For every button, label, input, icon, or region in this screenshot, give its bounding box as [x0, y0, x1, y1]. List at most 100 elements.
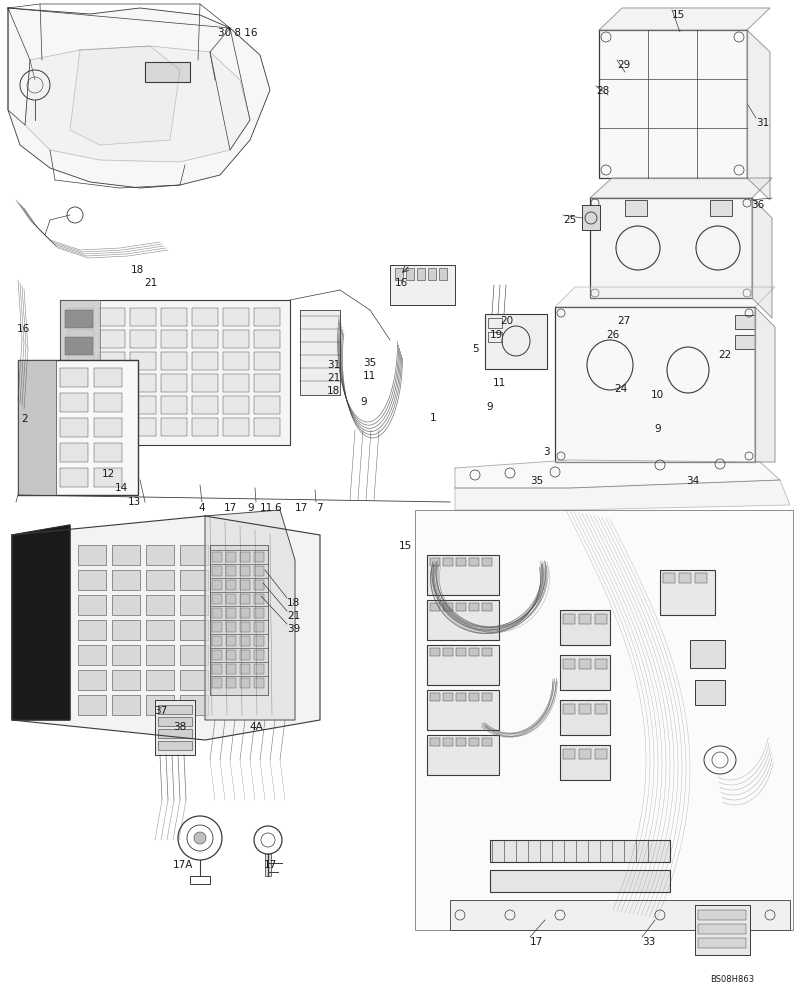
Bar — [427, 645, 499, 685]
Bar — [158, 717, 192, 726]
Bar — [735, 315, 755, 329]
Bar — [254, 566, 264, 576]
Text: 36: 36 — [751, 200, 764, 210]
Text: 4: 4 — [198, 503, 204, 513]
Text: 28: 28 — [596, 86, 609, 96]
Bar — [563, 614, 575, 624]
Bar — [212, 552, 222, 562]
Bar — [240, 566, 250, 576]
Bar — [482, 693, 492, 701]
Text: 39: 39 — [287, 624, 301, 634]
Bar — [130, 330, 156, 348]
Bar — [130, 308, 156, 326]
Text: 25: 25 — [563, 215, 576, 225]
Polygon shape — [205, 510, 295, 720]
Bar — [430, 558, 440, 566]
Bar — [212, 678, 222, 688]
Bar — [560, 610, 610, 645]
Bar — [695, 905, 750, 955]
Bar — [226, 650, 236, 660]
Bar — [698, 910, 746, 920]
Text: 20: 20 — [500, 316, 513, 326]
Text: 19: 19 — [490, 330, 503, 340]
Text: 17: 17 — [224, 503, 238, 513]
Text: 30 8 16: 30 8 16 — [218, 28, 258, 38]
Bar — [226, 636, 236, 646]
Bar — [212, 664, 222, 674]
Text: 16: 16 — [395, 278, 408, 288]
Bar — [99, 374, 125, 392]
Bar — [240, 664, 250, 674]
Bar — [254, 418, 280, 436]
Circle shape — [194, 832, 206, 844]
Bar — [698, 938, 746, 948]
Bar — [180, 620, 208, 640]
Bar — [68, 308, 94, 326]
Bar — [65, 310, 93, 328]
Bar — [254, 678, 264, 688]
Text: 18: 18 — [287, 598, 301, 608]
Bar — [146, 595, 174, 615]
Bar — [180, 645, 208, 665]
Bar — [469, 738, 479, 746]
Bar — [60, 418, 88, 437]
Bar — [226, 552, 236, 562]
Bar — [18, 360, 56, 495]
Bar — [158, 741, 192, 750]
Bar — [60, 300, 290, 445]
Bar — [579, 659, 591, 669]
Text: 35: 35 — [363, 358, 377, 368]
Bar — [430, 603, 440, 611]
Bar — [192, 308, 218, 326]
Bar — [390, 265, 455, 305]
Bar — [145, 62, 190, 82]
Bar — [254, 622, 264, 632]
Bar — [210, 545, 268, 695]
Bar — [161, 330, 187, 348]
Text: BS08H863: BS08H863 — [710, 975, 754, 984]
Bar — [112, 570, 140, 590]
Bar — [595, 614, 607, 624]
Bar — [482, 558, 492, 566]
Bar — [595, 749, 607, 759]
Bar — [430, 648, 440, 656]
Text: 9: 9 — [654, 424, 661, 434]
Bar — [427, 600, 499, 640]
Bar — [254, 594, 264, 604]
Bar — [415, 510, 793, 930]
Text: 3: 3 — [543, 447, 549, 457]
Bar — [254, 552, 264, 562]
Bar — [430, 693, 440, 701]
Bar — [212, 608, 222, 618]
Bar — [99, 308, 125, 326]
Bar — [417, 268, 425, 280]
Bar — [490, 840, 670, 862]
Bar — [469, 603, 479, 611]
Bar — [485, 314, 547, 369]
Bar — [94, 393, 122, 412]
Text: 9: 9 — [486, 402, 493, 412]
Bar — [456, 603, 466, 611]
Bar — [161, 418, 187, 436]
Bar — [65, 418, 93, 436]
Text: 15: 15 — [399, 541, 412, 551]
Bar — [190, 876, 210, 884]
Bar — [488, 332, 502, 342]
Text: 10: 10 — [651, 390, 664, 400]
Bar — [254, 330, 280, 348]
Text: 15: 15 — [672, 10, 685, 20]
Bar — [78, 645, 106, 665]
Text: 16: 16 — [17, 324, 30, 334]
Bar — [99, 396, 125, 414]
Bar — [579, 614, 591, 624]
Text: 6: 6 — [274, 503, 280, 513]
Bar — [223, 352, 249, 370]
Bar — [68, 418, 94, 436]
Bar — [130, 374, 156, 392]
Bar — [254, 580, 264, 590]
Bar — [146, 670, 174, 690]
Bar — [226, 608, 236, 618]
Bar — [60, 468, 88, 487]
Bar — [112, 545, 140, 565]
Bar — [240, 552, 250, 562]
